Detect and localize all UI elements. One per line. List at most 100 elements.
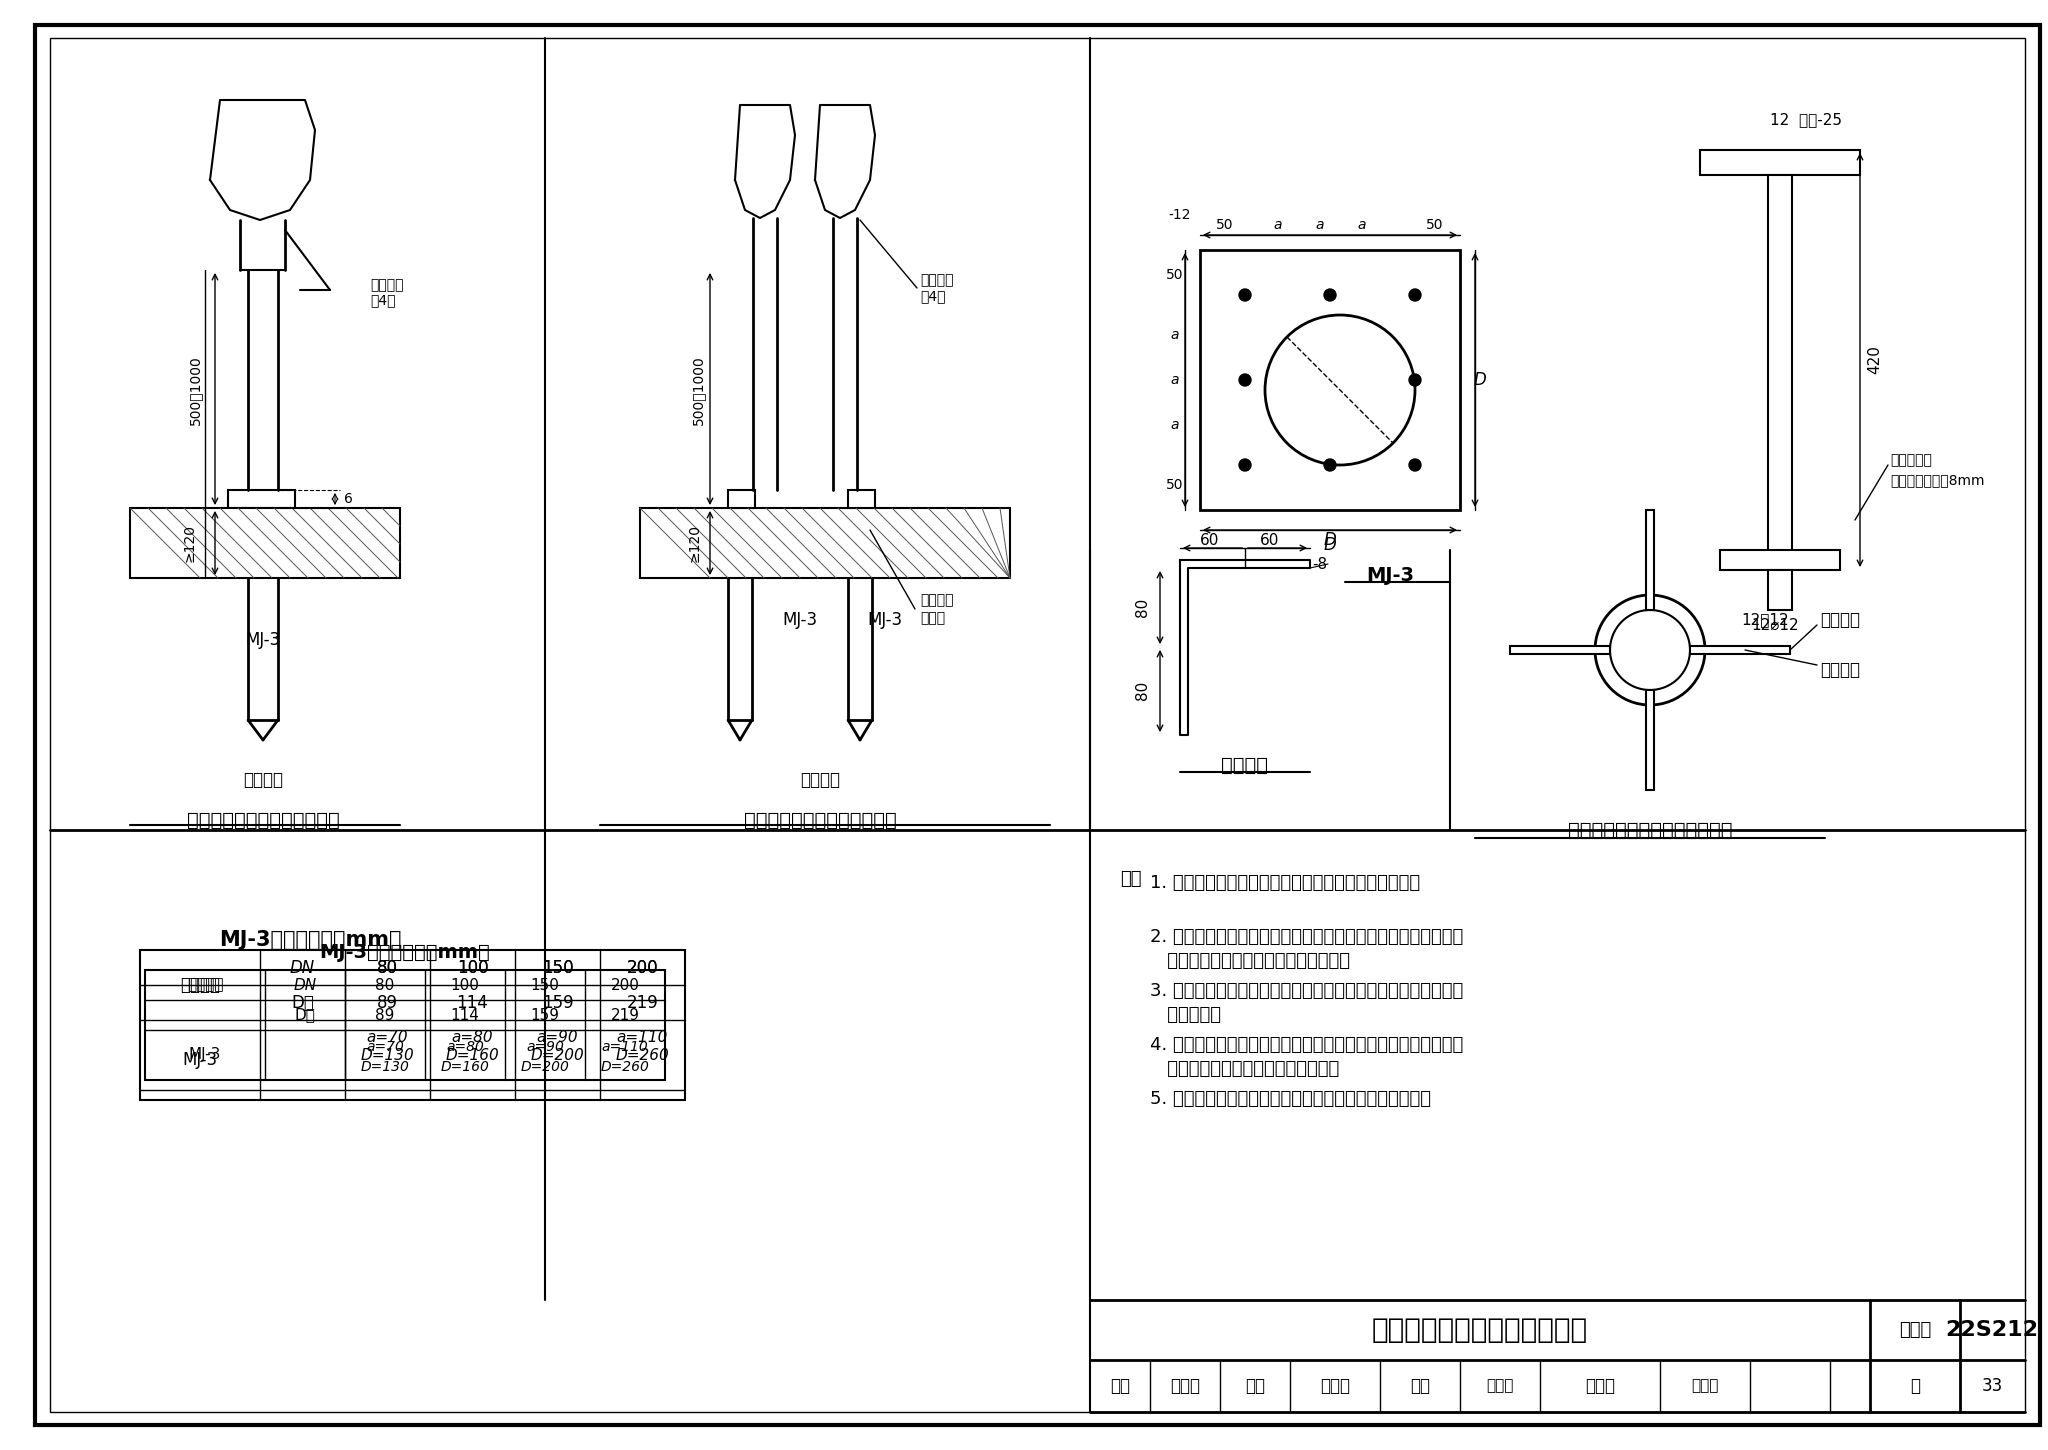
Text: D=260: D=260 xyxy=(600,1060,649,1074)
Text: D: D xyxy=(1323,531,1337,550)
Text: 审核: 审核 xyxy=(1110,1378,1130,1395)
Text: ≥120: ≥120 xyxy=(182,523,197,563)
Text: -8: -8 xyxy=(1313,557,1327,571)
Circle shape xyxy=(1239,460,1251,471)
Text: -12: -12 xyxy=(1169,207,1192,222)
Text: 图集号: 图集号 xyxy=(1898,1321,1931,1338)
Text: 80: 80 xyxy=(1135,680,1149,700)
Text: 满焊，焊缝尺寸8mm: 满焊，焊缝尺寸8mm xyxy=(1890,473,1985,487)
Bar xyxy=(1509,647,1610,654)
Text: 消防管道: 消防管道 xyxy=(180,976,219,995)
Text: 89: 89 xyxy=(375,1008,395,1022)
Text: 89: 89 xyxy=(377,993,397,1012)
Text: a: a xyxy=(1171,418,1180,432)
Text: 159: 159 xyxy=(530,1008,559,1022)
Text: 100: 100 xyxy=(457,958,487,976)
Text: a=90: a=90 xyxy=(526,1040,563,1054)
Text: 消防管道: 消防管道 xyxy=(244,771,283,789)
Polygon shape xyxy=(735,104,795,218)
Text: a: a xyxy=(1171,373,1180,387)
Bar xyxy=(639,507,1010,579)
Text: 法兰拧紧。: 法兰拧紧。 xyxy=(1151,1006,1221,1024)
Text: a: a xyxy=(1358,218,1366,232)
Text: 6: 6 xyxy=(344,492,352,506)
Bar xyxy=(1767,570,1792,610)
Text: 自动消防炮混凝土板上安装图: 自动消防炮混凝土板上安装图 xyxy=(1372,1317,1587,1344)
Circle shape xyxy=(1239,374,1251,386)
Text: D=130: D=130 xyxy=(360,1060,410,1074)
Text: 60: 60 xyxy=(1260,532,1280,548)
Text: 200: 200 xyxy=(610,977,639,992)
Bar xyxy=(1767,175,1792,570)
Text: D=130: D=130 xyxy=(360,1048,414,1063)
Bar xyxy=(1720,550,1839,570)
Text: 申方宁: 申方宁 xyxy=(1321,1378,1350,1395)
Text: D=200: D=200 xyxy=(530,1048,584,1063)
Text: a=70: a=70 xyxy=(367,1040,403,1054)
Text: MJ-3: MJ-3 xyxy=(782,610,817,629)
Text: D: D xyxy=(1323,536,1337,554)
Bar xyxy=(1647,510,1655,610)
Bar xyxy=(139,950,684,1101)
Bar xyxy=(145,970,666,1080)
Text: 加劲肋板: 加劲肋板 xyxy=(1221,755,1268,774)
Bar xyxy=(727,490,756,507)
Text: 张立成: 张立成 xyxy=(1169,1378,1200,1395)
Text: 加劲肋板与消防管道焊接示意图: 加劲肋板与消防管道焊接示意图 xyxy=(1569,821,1733,840)
Text: 80: 80 xyxy=(377,958,397,976)
Circle shape xyxy=(1239,289,1251,302)
Text: 1212: 1212 xyxy=(1741,612,1788,628)
Text: 3. 带螺栓的法兰盖先焊在平台预埋钢板上，再与自动消防炮入口: 3. 带螺栓的法兰盖先焊在平台预埋钢板上，再与自动消防炮入口 xyxy=(1151,982,1462,1000)
Polygon shape xyxy=(1180,560,1311,735)
Text: 页: 页 xyxy=(1911,1378,1921,1395)
Text: 500～1000: 500～1000 xyxy=(188,355,203,425)
Bar xyxy=(129,507,399,579)
Text: D=160: D=160 xyxy=(440,1060,489,1074)
Text: 50: 50 xyxy=(1165,478,1184,492)
Text: 114: 114 xyxy=(457,993,487,1012)
Bar xyxy=(1700,149,1860,175)
Text: 表面焊接（此时预埋钢板改在板下）。: 表面焊接（此时预埋钢板改在板下）。 xyxy=(1151,953,1350,970)
Text: 150: 150 xyxy=(530,977,559,992)
Text: 150: 150 xyxy=(541,958,573,976)
Text: a=70: a=70 xyxy=(367,1030,408,1045)
Text: MJ-3: MJ-3 xyxy=(868,610,903,629)
Text: a=80: a=80 xyxy=(453,1030,494,1045)
Circle shape xyxy=(1409,460,1421,471)
Text: MJ-3: MJ-3 xyxy=(188,1047,221,1063)
Text: 12⌀12: 12⌀12 xyxy=(1751,618,1798,632)
Circle shape xyxy=(1323,460,1335,471)
Text: 钢筋混凝土板上安装图（二）: 钢筋混凝土板上安装图（二） xyxy=(743,811,897,829)
Text: a: a xyxy=(1274,218,1282,232)
Text: D: D xyxy=(1475,371,1487,389)
Text: 带螺栓的: 带螺栓的 xyxy=(920,593,954,608)
Text: 50: 50 xyxy=(1425,218,1444,232)
Text: 消防管道: 消防管道 xyxy=(801,771,840,789)
Text: 校对: 校对 xyxy=(1245,1378,1266,1395)
Text: 法兰盖: 法兰盖 xyxy=(920,610,944,625)
Circle shape xyxy=(1409,374,1421,386)
Text: MJ-3: MJ-3 xyxy=(182,1051,217,1069)
Text: a: a xyxy=(1315,218,1325,232)
Text: 5. 钢筋混凝土板上开洞，洞口两侧补强钢筋由设计确定。: 5. 钢筋混凝土板上开洞，洞口两侧补强钢筋由设计确定。 xyxy=(1151,1090,1432,1108)
Text: ≥120: ≥120 xyxy=(688,523,702,563)
Text: 80: 80 xyxy=(377,958,397,976)
Text: MJ-3: MJ-3 xyxy=(1366,566,1413,584)
Text: 12  板厚-25: 12 板厚-25 xyxy=(1769,113,1841,128)
Text: 压力埋弧焊: 压力埋弧焊 xyxy=(1890,452,1931,467)
Text: DN: DN xyxy=(293,977,317,992)
Text: MJ-3: MJ-3 xyxy=(246,631,281,650)
Text: 张立成: 张立成 xyxy=(1487,1379,1513,1393)
Text: 159: 159 xyxy=(541,993,573,1012)
Text: D外: D外 xyxy=(295,1008,315,1022)
Text: 80: 80 xyxy=(375,977,395,992)
Text: 消防管道: 消防管道 xyxy=(1821,661,1860,679)
Text: 加劲肋板: 加劲肋板 xyxy=(920,273,954,287)
Text: 60: 60 xyxy=(1200,532,1221,548)
Text: 33: 33 xyxy=(1980,1378,2003,1395)
Text: a=110: a=110 xyxy=(602,1040,649,1054)
Text: 22S212: 22S212 xyxy=(1946,1320,2038,1340)
Text: 200: 200 xyxy=(627,958,657,976)
Bar xyxy=(227,490,295,507)
Text: a=90: a=90 xyxy=(537,1030,578,1045)
